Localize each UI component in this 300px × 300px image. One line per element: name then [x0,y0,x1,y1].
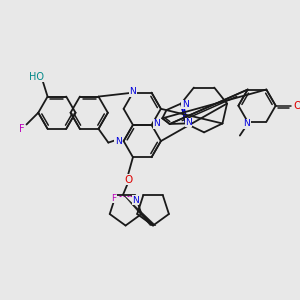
Polygon shape [123,194,156,226]
Text: F: F [111,194,116,203]
Text: N: N [182,100,188,109]
Text: N: N [130,87,136,96]
Text: HO: HO [29,72,44,82]
Text: N: N [243,119,250,128]
Text: N: N [154,119,160,128]
Text: N: N [132,196,139,205]
Text: N: N [115,136,122,146]
Text: F: F [19,124,24,134]
Text: O: O [124,175,132,185]
Text: N: N [185,118,192,127]
Text: O: O [293,101,300,111]
